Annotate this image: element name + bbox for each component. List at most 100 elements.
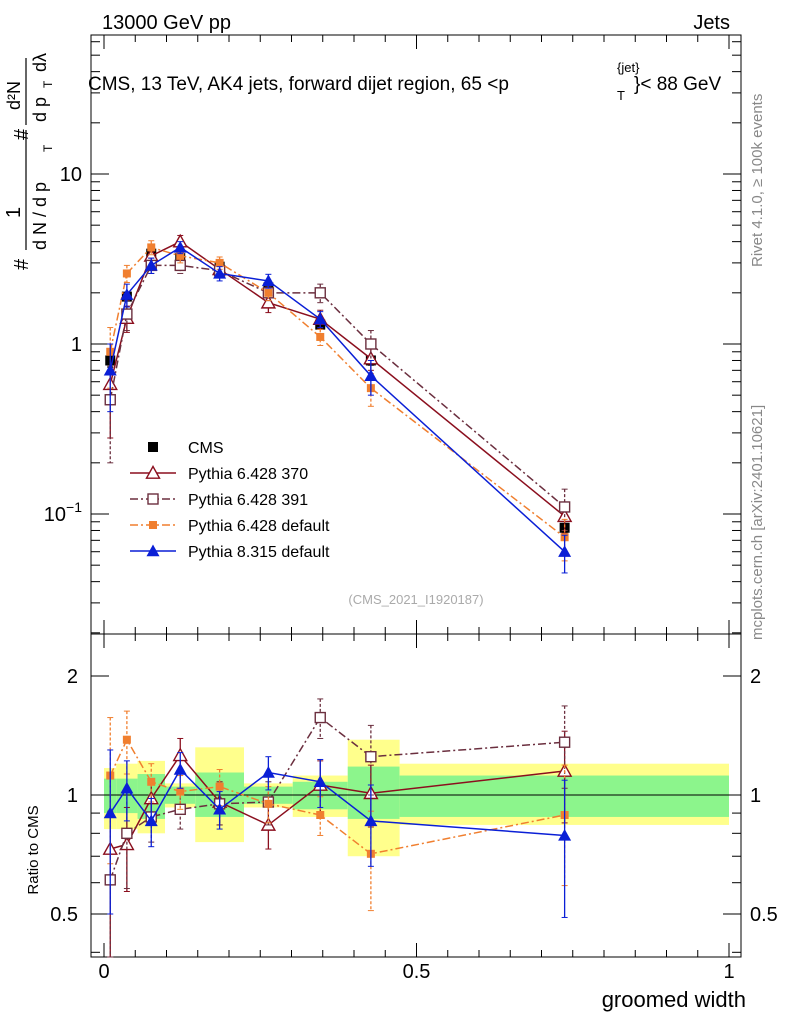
ratio-point-p391: [365, 750, 377, 763]
legend-entry-p370: Pythia 6.428 370: [130, 465, 308, 483]
ylabel-sub-1: T: [41, 144, 55, 152]
ratio-y-tick-label: 2: [67, 666, 78, 688]
ratio-point-p391: [121, 827, 133, 840]
series-line-p391: [109, 264, 566, 508]
ratio-point-p8: [144, 814, 158, 827]
ratio-y-tick-label-right: 1: [750, 785, 761, 807]
y-tick-label: 1: [71, 334, 82, 356]
legend-label-p391: Pythia 6.428 391: [188, 492, 308, 509]
ratio-point-pdef: [215, 782, 224, 791]
data-point-pdef: [176, 251, 185, 260]
legend-entry-cms: CMS: [148, 440, 224, 457]
ratio-point-p8: [313, 775, 327, 787]
ratio-point-p8: [213, 802, 227, 815]
ylabel-dn: d N / d p: [30, 182, 50, 250]
legend-entry-p8: Pythia 8.315 default: [130, 544, 330, 561]
ratio-y-tick-label-right: 2: [750, 666, 761, 688]
series-p8: [103, 240, 572, 574]
ratio-y-tick-label: 0.5: [50, 904, 78, 926]
data-point-p8: [558, 545, 572, 557]
data-point-p8: [313, 312, 327, 325]
x-tick-label: 0: [98, 961, 109, 983]
legend-label-p8: Pythia 8.315 default: [188, 544, 330, 561]
data-point-p391: [365, 338, 377, 350]
data-point-pdef: [264, 288, 273, 297]
data-point-p8: [144, 258, 158, 271]
header-category-label: Jets: [693, 12, 730, 34]
x-tick-label: 0.5: [403, 961, 431, 983]
data-point-p370: [260, 294, 277, 309]
ratio-point-p8: [103, 806, 117, 819]
ratio-point-p8: [173, 763, 187, 775]
ratio-point-p8: [261, 766, 275, 778]
data-point-pdef: [316, 332, 325, 341]
ratio-point-p391: [314, 711, 326, 724]
ylabel-dlambda: dλ: [30, 53, 50, 72]
legend-label-cms: CMS: [188, 440, 224, 457]
x-axis-label: groomed width: [602, 987, 746, 1012]
chart-title: CMS, 13 TeV, AK4 jets, forward dijet reg…: [88, 60, 721, 103]
series-cms: [105, 248, 570, 533]
data-point-p8: [103, 363, 117, 376]
legend-marker-cms: [148, 442, 158, 452]
y-axis-label: # 1 d N / d p T # d²N d p T dλ: [3, 53, 55, 270]
ratio-series-p8: [103, 749, 572, 918]
ylabel-dp: d p: [30, 97, 50, 122]
y-tick-label: 10: [60, 164, 82, 186]
legend-label-p370: Pythia 6.428 370: [188, 466, 308, 483]
data-point-p8: [173, 240, 187, 253]
series-p391: [104, 257, 571, 531]
ratio-point-pdef: [147, 777, 156, 786]
data-point-pdef: [122, 269, 131, 278]
data-point-p8: [213, 266, 227, 279]
ratio-point-pdef: [316, 811, 325, 820]
ratio-y-tick-label: 1: [67, 785, 78, 807]
ratio-point-p8: [558, 828, 572, 841]
ylabel-hash-1: #: [11, 258, 33, 270]
axes-group: 0 0.5 1 10−1 1 10 0.5 0.5 1 1 2 2: [44, 34, 778, 983]
mcplots-label: mcplots.cern.ch [arXiv:2401.10621]: [749, 405, 766, 640]
legend-label-pdef: Pythia 6.428 default: [188, 518, 330, 535]
data-point-p391: [314, 287, 326, 299]
legend-marker-p8: [146, 544, 160, 557]
title-main: CMS, 13 TeV, AK4 jets, forward dijet reg…: [88, 74, 509, 95]
ylabel-one: 1: [3, 207, 25, 218]
legend-entry-pdef: Pythia 6.428 default: [130, 518, 330, 535]
data-point-p8: [364, 369, 378, 382]
ylabel-hash-2: #: [11, 128, 33, 140]
legend-entry-p391: Pythia 6.428 391: [130, 492, 308, 509]
data-point-pdef: [147, 243, 156, 252]
ratio-y-tick-label-right: 0.5: [750, 904, 778, 926]
uncertainty-bands: [104, 739, 729, 857]
ratio-point-pdef: [264, 799, 273, 808]
data-point-pdef: [215, 258, 224, 267]
data-point-p8: [261, 274, 275, 287]
ratio-point-p8: [364, 814, 378, 827]
svg-text:CMS, 13 TeV, AK4 jets, forward: CMS, 13 TeV, AK4 jets, forward dijet reg…: [88, 74, 509, 95]
x-tick-label: 1: [723, 961, 734, 983]
title-superscript: {jet}: [617, 60, 640, 75]
series-layer: [102, 233, 573, 958]
ratio-point-pdef: [122, 735, 131, 744]
title-tail: }< 88 GeV: [634, 74, 721, 95]
ratio-y-axis-label: Ratio to CMS: [25, 805, 42, 894]
series-pdef: [106, 240, 569, 562]
ylabel-sub-2: T: [41, 80, 55, 88]
data-point-p391: [558, 501, 571, 513]
series-line-pdef: [109, 246, 566, 538]
header-energy-label: 13000 GeV pp: [102, 12, 231, 34]
rivet-version-label: Rivet 4.1.0, ≥ 100k events: [749, 94, 766, 267]
legend: CMS Pythia 6.428 370 Pythia 6.428 391 Pythi…: [130, 440, 330, 561]
series-line-p370: [109, 240, 566, 517]
legend-marker-p370: [145, 465, 161, 479]
series-line-p8: [109, 246, 566, 553]
legend-marker-pdef: [149, 521, 157, 529]
title-subscript: T: [617, 88, 625, 103]
ratio-line-pdef: [109, 738, 565, 855]
y-tick-label: 10−1: [44, 499, 82, 526]
ratio-point-p8: [120, 781, 134, 794]
ratio-point-pdef: [176, 787, 185, 796]
legend-marker-p391: [147, 493, 159, 505]
data-point-p8: [120, 288, 134, 300]
